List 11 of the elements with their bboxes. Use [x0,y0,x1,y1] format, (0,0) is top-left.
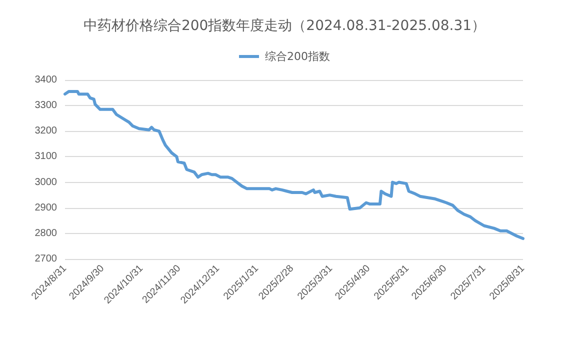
y-tick-label: 3000 [34,176,58,188]
y-tick-label: 2700 [34,254,58,264]
y-tick-label: 3100 [34,151,58,162]
legend-label: 综合200指数 [265,50,330,63]
y-tick-label: 2800 [34,228,58,239]
y-tick-label: 3300 [34,100,58,112]
y-tick-label: 3200 [34,126,58,137]
y-tick-label: 3400 [34,74,58,86]
line-series [64,90,524,240]
chart-title: 中药材价格综合200指数年度走动（2024.08.31-2025.08.31） [83,18,486,34]
y-tick-label: 2900 [34,202,58,214]
